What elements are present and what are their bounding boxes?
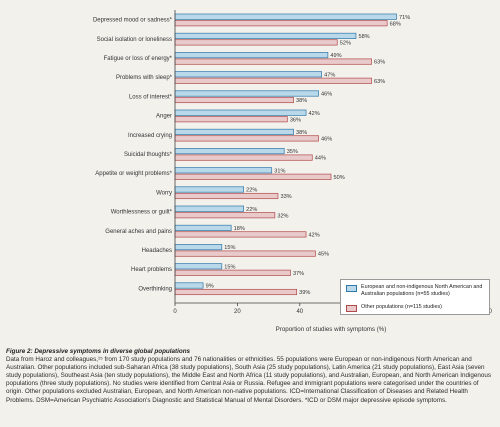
category-label: Suicidal thoughts*: [124, 152, 173, 158]
bar-series-1: [174, 282, 204, 289]
caption-body: Data from Haroz and colleagues,¹⁵ from 1…: [6, 356, 492, 404]
legend-item-series-2: Other populations (n=115 studies): [346, 304, 486, 312]
x-tick-label: 0: [173, 309, 177, 315]
bar-series-1: [174, 52, 329, 59]
bars-group: 71%68% 58% 52% 49% 63% 47% 63% 46% 38% 42% 36% 38% 4…: [174, 13, 410, 296]
bar-series-2: [174, 212, 276, 219]
x-tick-label: 20: [234, 309, 241, 315]
bar-series-2: [174, 39, 338, 46]
category-label: Worry: [156, 190, 172, 196]
bar-series-1: [174, 244, 223, 251]
category-label: Worthlessness or guilt*: [111, 210, 173, 216]
bar-series-1: [174, 71, 322, 78]
data-label: 46%: [321, 137, 332, 143]
data-label: 39%: [299, 290, 310, 296]
caption-title: Figure 2: Depressive symptoms in diverse…: [6, 348, 191, 355]
figure-caption: Figure 2: Depressive symptoms in diverse…: [6, 348, 494, 405]
category-label: Fatigue or loss of energy*: [104, 56, 173, 62]
bar-series-2: [174, 135, 319, 142]
data-label: 22%: [246, 207, 257, 213]
data-label: 38%: [296, 130, 307, 136]
data-label: 42%: [309, 111, 320, 117]
category-label: Heart problems: [131, 267, 172, 273]
bar-series-1: [174, 148, 285, 155]
data-label: 46%: [321, 92, 332, 98]
data-label: 15%: [224, 245, 235, 251]
category-label: Appetite or weight problems*: [95, 171, 172, 177]
data-label: 44%: [315, 156, 326, 162]
bar-series-2: [174, 96, 294, 104]
data-label: 63%: [374, 60, 385, 66]
category-label: Anger: [156, 114, 172, 120]
data-label: 42%: [309, 233, 320, 239]
bar-series-2: [174, 192, 279, 200]
bar-series-2: [174, 58, 372, 65]
legend-item-series-1: European and non-indigenous North Americ…: [346, 284, 486, 297]
legend-label-series-2: Other populations (n=115 studies): [361, 304, 442, 310]
bar-series-1: [174, 109, 307, 116]
data-label: 33%: [280, 194, 291, 200]
data-label: 36%: [290, 117, 301, 123]
bar-series-2: [174, 154, 313, 161]
bar-series-1: [174, 205, 244, 212]
bar-series-2: [174, 250, 316, 257]
bar-series-1: [174, 186, 244, 193]
category-label: Social isolation or loneliness: [97, 37, 172, 43]
category-labels: Depressed mood or sadness* Social isolati…: [93, 18, 173, 293]
data-label: 49%: [330, 53, 341, 59]
data-label: 68%: [390, 21, 401, 27]
bar-series-2: [174, 288, 298, 296]
data-label: 52%: [340, 41, 351, 47]
category-label: Depressed mood or sadness*: [93, 18, 173, 24]
bar-series-1: [174, 167, 273, 174]
data-label: 63%: [374, 79, 385, 85]
bar-series-2: [174, 269, 291, 276]
bar-series-2: [174, 116, 288, 123]
data-label: 9%: [206, 284, 214, 290]
x-tick-label: 40: [296, 309, 303, 315]
data-label: 18%: [234, 226, 245, 232]
category-label: Loss of interest*: [129, 94, 173, 100]
data-label: 31%: [274, 168, 285, 174]
bar-series-2: [174, 231, 307, 238]
category-label: General aches and pains: [105, 229, 172, 235]
bar-chart: 71%68% 58% 52% 49% 63% 47% 63% 46% 38% 42% 36% 38% 4…: [93, 10, 493, 333]
category-label: Problems with sleep*: [116, 75, 173, 81]
data-label: 35%: [287, 149, 298, 155]
legend-swatch-series-2: [346, 305, 357, 312]
data-label: 32%: [277, 213, 288, 219]
data-label: 58%: [358, 34, 369, 40]
data-label: 71%: [399, 15, 410, 21]
category-label: Increased crying: [128, 133, 172, 139]
data-label: 22%: [246, 188, 257, 194]
bar-series-1: [174, 224, 232, 231]
bar-series-2: [174, 173, 332, 180]
bar-series-1: [174, 263, 223, 270]
data-label: 38%: [296, 98, 307, 104]
data-label: 47%: [324, 72, 335, 78]
chart-legend: European and non-indigenous North Americ…: [340, 279, 490, 315]
bar-series-1: [174, 90, 319, 97]
bar-series-1: [174, 128, 294, 135]
legend-swatch-series-1: [346, 285, 357, 292]
x-axis-title: Proportion of studies with symptoms (%): [276, 326, 387, 333]
data-label: 50%: [334, 175, 345, 181]
bar-series-1: [174, 13, 397, 20]
bar-series-1: [174, 32, 357, 39]
data-label: 15%: [224, 264, 235, 270]
bar-series-2: [174, 20, 388, 27]
data-label: 45%: [318, 252, 329, 258]
data-label: 37%: [293, 271, 304, 277]
category-label: Headaches: [142, 248, 172, 254]
legend-label-series-1: European and non-indigenous North Americ…: [361, 284, 483, 297]
category-label: Overthinking: [138, 286, 172, 292]
bar-series-2: [174, 77, 372, 84]
